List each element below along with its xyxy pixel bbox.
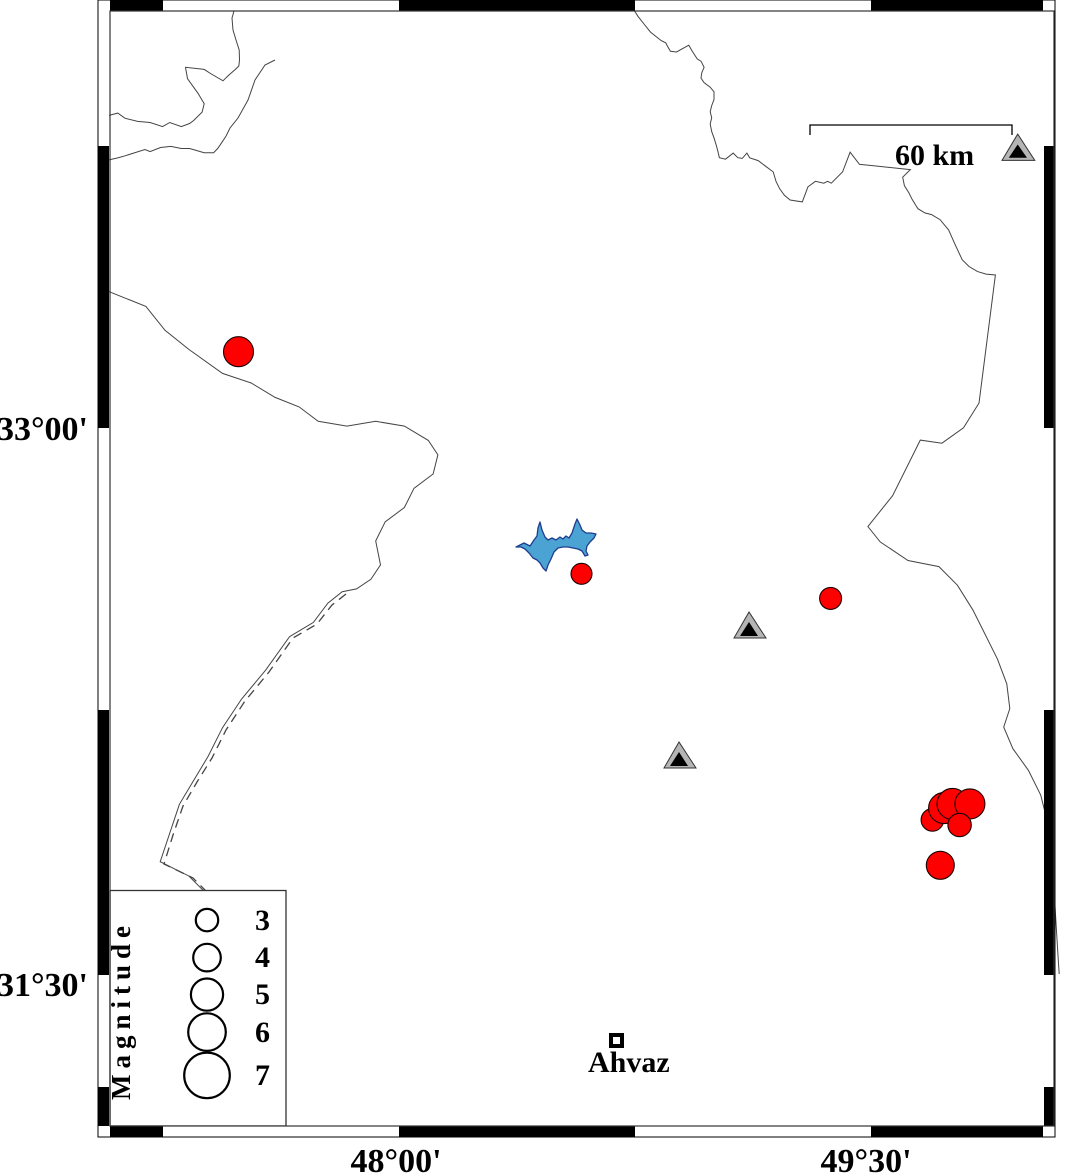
- svg-text:31°30': 31°30': [0, 967, 88, 1004]
- svg-text:7: 7: [255, 1059, 270, 1092]
- svg-text:60 km: 60 km: [895, 139, 974, 172]
- svg-text:5: 5: [255, 978, 270, 1011]
- svg-text:33°00': 33°00': [0, 411, 88, 448]
- svg-text:Ahvaz: Ahvaz: [588, 1046, 670, 1079]
- svg-text:3: 3: [255, 904, 270, 937]
- svg-text:49°30': 49°30': [820, 1143, 911, 1176]
- svg-text:4: 4: [255, 941, 270, 974]
- svg-text:48°00': 48°00': [350, 1143, 441, 1176]
- svg-text:6: 6: [255, 1016, 270, 1049]
